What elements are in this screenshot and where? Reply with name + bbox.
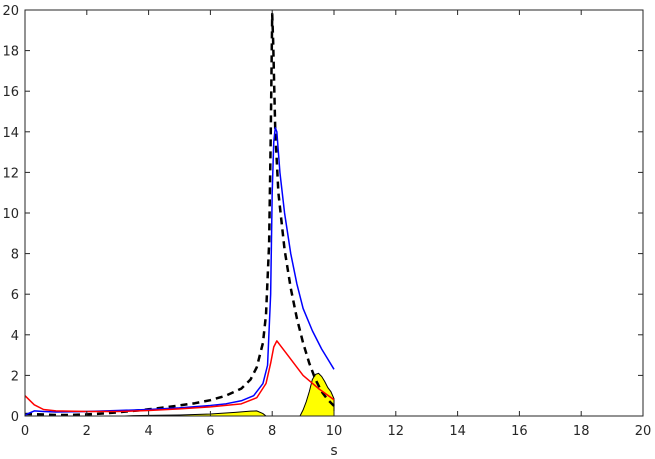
y-tick-label: 8 (11, 248, 19, 263)
x-tick-label: 6 (206, 424, 214, 439)
x-tick-labels: 0 2 4 6 8 10 12 14 16 18 20 (21, 424, 651, 439)
x-axis-label: s (330, 443, 337, 459)
y-tick-label: 18 (2, 45, 19, 60)
x-tick-label: 12 (388, 424, 405, 439)
plot-background (25, 10, 643, 416)
y-tick-label: 10 (2, 207, 19, 222)
x-tick-label: 4 (144, 424, 152, 439)
y-tick-label: 6 (11, 288, 19, 303)
filled-region-1 (123, 410, 268, 417)
x-tick-label: 18 (573, 424, 590, 439)
y-tick-label: 14 (2, 126, 19, 141)
filled-region-2 (299, 372, 335, 417)
series-line-3 (24, 340, 335, 413)
series-lines (24, 12, 335, 417)
y-tick-label: 12 (2, 166, 19, 181)
x-tick-label: 10 (326, 424, 343, 439)
x-tick-label: 2 (83, 424, 91, 439)
series-line-1 (24, 12, 335, 417)
y-tick-label: 20 (2, 4, 19, 19)
x-tick-label: 8 (268, 424, 276, 439)
y-tick-label: 16 (2, 85, 19, 100)
axis-ticks (24, 9, 644, 417)
y-tick-label: 2 (11, 369, 19, 384)
y-tick-labels: 0 2 4 6 8 10 12 14 16 18 20 (2, 4, 19, 425)
y-tick-label: 4 (11, 329, 19, 344)
filled-regions (123, 372, 335, 417)
x-tick-label: 0 (21, 424, 29, 439)
x-tick-label: 14 (449, 424, 466, 439)
x-tick-label: 16 (511, 424, 528, 439)
y-tick-label: 0 (11, 410, 19, 425)
x-tick-label: 20 (635, 424, 652, 439)
